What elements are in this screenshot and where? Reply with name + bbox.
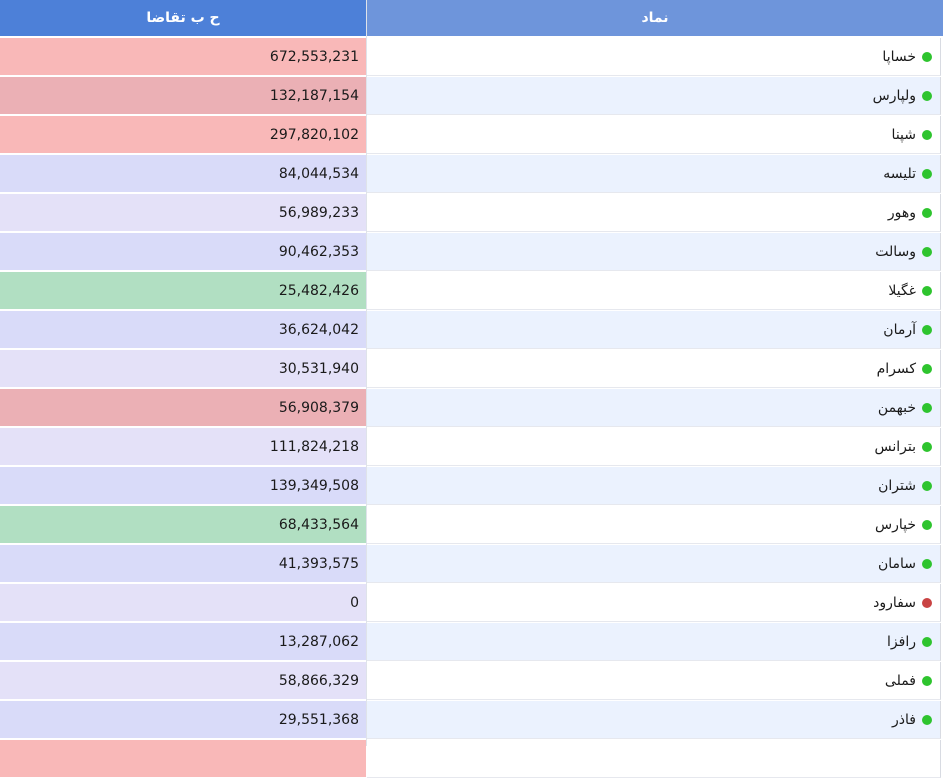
table-row[interactable]: 90,462,353 وسالت <box>0 233 945 272</box>
symbol-label: رافزا <box>887 633 916 650</box>
symbol-label: شتران <box>878 477 916 494</box>
symbol-label: سامان <box>877 555 916 572</box>
symbol-cell[interactable]: خپارس <box>367 506 941 544</box>
table-row[interactable]: 139,349,508 شتران <box>0 467 945 506</box>
demand-volume-cell: 13,287,062 <box>0 623 366 661</box>
status-green-dot-icon <box>922 675 932 686</box>
demand-volume-cell: 139,349,508 <box>0 467 366 505</box>
table-row[interactable]: 13,287,062 رافزا <box>0 623 945 662</box>
symbol-label: فاذر <box>892 711 916 728</box>
table-row[interactable]: 111,824,218 بترانس <box>0 428 945 467</box>
header-symbol[interactable]: نماد <box>367 0 943 36</box>
header-demand-volume[interactable]: ح ب تقاضا <box>0 0 366 36</box>
table-row[interactable]: 56,908,379 خبهمن <box>0 389 945 428</box>
table-row[interactable]: 30,531,940 کسرام <box>0 350 945 389</box>
table-row[interactable]: 36,624,042 آرمان <box>0 311 945 350</box>
demand-volume-cell: 41,393,575 <box>0 545 366 583</box>
table-row[interactable]: 297,820,102 شپنا <box>0 116 945 155</box>
demand-volume-cell: 56,989,233 <box>0 194 366 232</box>
symbol-label: خبهمن <box>877 399 916 416</box>
status-green-dot-icon <box>922 90 932 101</box>
table-row[interactable]: 672,553,231 خساپا <box>0 38 945 77</box>
symbol-cell[interactable]: آرمان <box>367 311 941 349</box>
status-green-dot-icon <box>922 402 932 413</box>
status-green-dot-icon <box>922 558 932 569</box>
header-symbol-label: نماد <box>641 10 669 26</box>
symbol-cell[interactable]: سامان <box>367 545 941 583</box>
symbol-label: وسالت <box>875 243 916 260</box>
table-row[interactable]: 56,989,233 وهور <box>0 194 945 233</box>
table-row[interactable]: 25,482,426 غگیلا <box>0 272 945 311</box>
symbol-label: غگیلا <box>888 282 916 299</box>
symbol-cell[interactable]: خساپا <box>367 38 941 76</box>
symbol-cell[interactable]: وهور <box>367 194 941 232</box>
demand-volume-cell: 36,624,042 <box>0 311 366 349</box>
symbol-label: آرمان <box>883 321 916 338</box>
status-green-dot-icon <box>922 51 932 62</box>
symbol-label: خپارس <box>875 516 916 533</box>
header-demand-volume-label: ح ب تقاضا <box>146 10 220 26</box>
status-green-dot-icon <box>922 129 932 140</box>
table-row[interactable]: 68,433,564 خپارس <box>0 506 945 545</box>
table-row[interactable]: 0 سفارود <box>0 584 945 623</box>
demand-volume-cell: 90,462,353 <box>0 233 366 271</box>
symbol-cell[interactable]: شتران <box>367 467 941 505</box>
status-green-dot-icon <box>922 207 932 218</box>
status-green-dot-icon <box>922 480 932 491</box>
demand-volume-cell: 25,482,426 <box>0 272 366 310</box>
symbol-cell[interactable]: غگیلا <box>367 272 941 310</box>
status-red-dot-icon <box>922 597 932 608</box>
symbol-cell[interactable]: ولپارس <box>367 77 941 115</box>
symbol-cell[interactable]: سفارود <box>367 584 941 622</box>
demand-volume-cell: 111,824,218 <box>0 428 366 466</box>
symbol-cell[interactable]: فاذر <box>367 701 941 739</box>
table-row[interactable]: 84,044,534 تلیسه <box>0 155 945 194</box>
status-green-dot-icon <box>922 363 932 374</box>
demand-volume-cell: 132,187,154 <box>0 77 366 115</box>
status-green-dot-icon <box>922 714 932 725</box>
symbol-label: سفارود <box>873 594 916 611</box>
symbol-label: بترانس <box>874 438 916 455</box>
status-green-dot-icon <box>922 168 932 179</box>
symbol-label: وهور <box>887 204 916 221</box>
symbol-cell[interactable]: کسرام <box>367 350 941 388</box>
demand-volume-cell: 0 <box>0 584 366 622</box>
symbol-label: شپنا <box>891 126 916 143</box>
symbol-cell[interactable]: رافزا <box>367 623 941 661</box>
symbol-label: تلیسه <box>883 165 916 182</box>
demand-volume-cell: 297,820,102 <box>0 116 366 154</box>
symbol-label: فملی <box>884 672 916 689</box>
table-row[interactable]: 132,187,154 ولپارس <box>0 77 945 116</box>
column-divider <box>366 0 367 746</box>
status-green-dot-icon <box>922 324 932 335</box>
status-green-dot-icon <box>922 246 932 257</box>
demand-volume-cell: 56,908,379 <box>0 389 366 427</box>
symbol-cell[interactable]: شپنا <box>367 116 941 154</box>
demand-volume-cell: 84,044,534 <box>0 155 366 193</box>
demand-volume-cell: 68,433,564 <box>0 506 366 544</box>
demand-volume-cell: 58,866,329 <box>0 662 366 700</box>
table-row[interactable]: 58,866,329 فملی <box>0 662 945 701</box>
status-green-dot-icon <box>922 519 932 530</box>
table-row[interactable]: 41,393,575 سامان <box>0 545 945 584</box>
demand-volume-cell: 672,553,231 <box>0 38 366 76</box>
status-green-dot-icon <box>922 285 932 296</box>
symbol-cell[interactable]: خبهمن <box>367 389 941 427</box>
status-green-dot-icon <box>922 636 932 647</box>
symbol-label: خساپا <box>882 48 916 65</box>
table-row[interactable]: 29,551,368 فاذر <box>0 701 945 740</box>
symbol-cell[interactable]: وسالت <box>367 233 941 271</box>
demand-volume-cell: 29,551,368 <box>0 701 366 739</box>
symbol-cell[interactable]: بترانس <box>367 428 941 466</box>
symbol-cell[interactable]: فملی <box>367 662 941 700</box>
symbol-label: کسرام <box>876 360 916 377</box>
status-green-dot-icon <box>922 441 932 452</box>
demand-volume-cell: 30,531,940 <box>0 350 366 388</box>
symbol-label: ولپارس <box>872 87 916 104</box>
symbol-cell[interactable]: تلیسه <box>367 155 941 193</box>
